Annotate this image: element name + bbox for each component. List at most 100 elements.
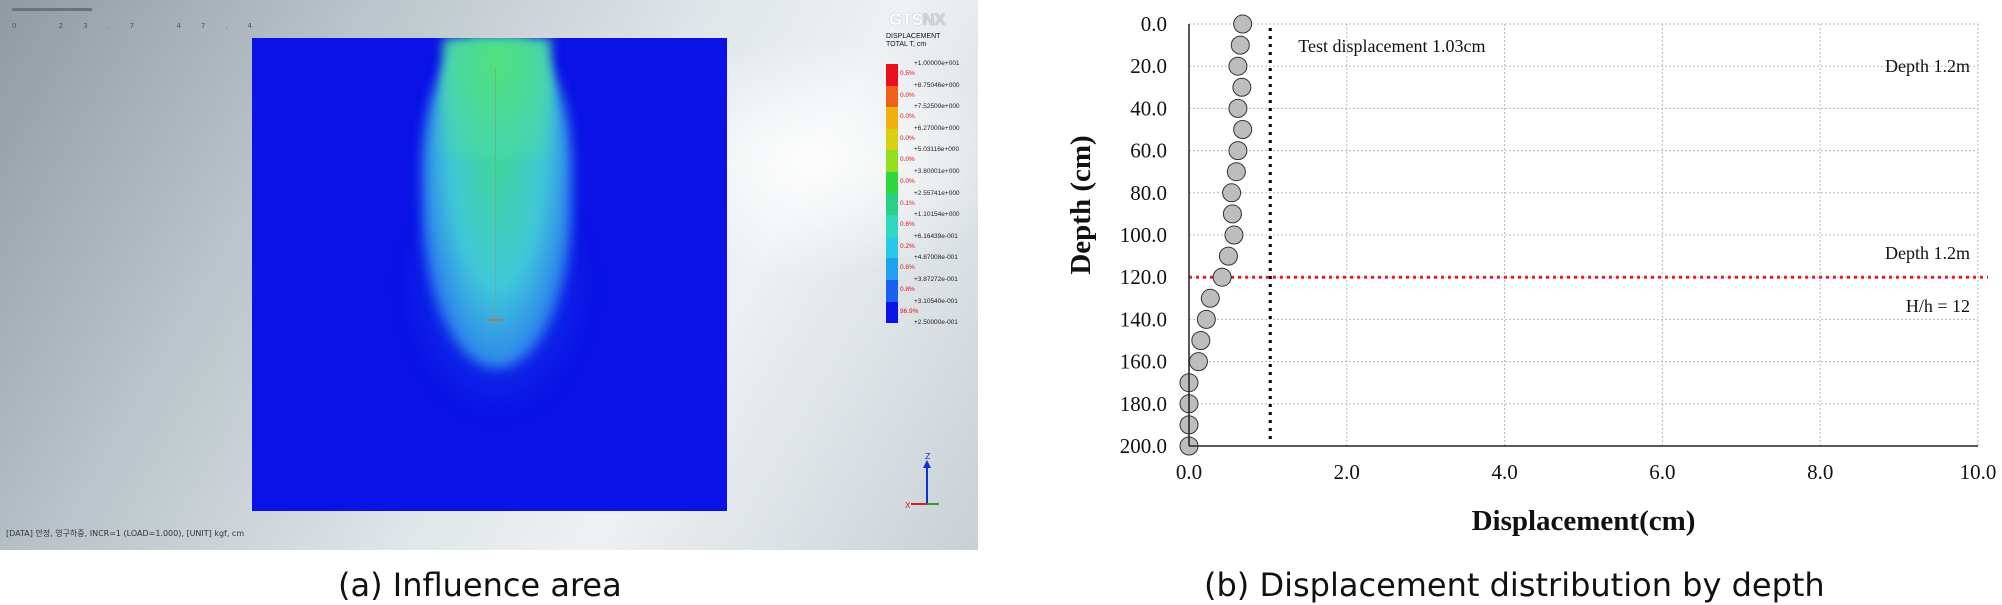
y-axis-title: Depth (cm) <box>1065 135 1097 274</box>
x-tick-label: 4.0 <box>1491 460 1517 484</box>
legend-value: +4.87008e-001 <box>914 254 958 262</box>
legend-percent: 0.5% <box>900 70 915 77</box>
data-point <box>1230 35 1250 55</box>
legend-value: +6.16439e-001 <box>914 232 958 240</box>
legend-value: +7.52500e+000 <box>914 103 960 111</box>
x-tick-label: 8.0 <box>1807 460 1833 484</box>
chart-annotation: Depth 1.2m <box>1885 56 1970 76</box>
data-point <box>1233 14 1253 34</box>
chart-annotation: H/h = 12 <box>1906 296 1970 316</box>
legend-title-line1: DISPLACEMENT <box>886 33 941 40</box>
influence-area-panel: 0 23.7 47.4 GTSNX DISPLACEMENT TOTAL T, … <box>0 0 978 550</box>
legend-swatch <box>886 258 898 280</box>
contour-legend: DISPLACEMENT TOTAL T, cm +1.00000e+001 +8… <box>886 33 978 326</box>
data-point <box>1226 162 1246 182</box>
reference-lines <box>1189 28 1988 442</box>
chart-labels: 0.0 20.0 40.0 60.0 80.0 100.0 120.0 140.0 160.0 1… <box>1065 12 1996 537</box>
legend-value: +1.00000e+001 <box>914 60 960 67</box>
legend-title-line2: TOTAL T, cm <box>886 41 927 48</box>
data-point <box>1228 141 1248 161</box>
scale-bar <box>12 8 92 19</box>
data-point <box>1228 56 1248 76</box>
displacement-contour-field <box>252 38 727 511</box>
axis-x-label: X <box>905 501 911 510</box>
y-tick-label: 80.0 <box>1130 181 1167 205</box>
legend-swatch <box>886 150 898 172</box>
y-tick-label: 140.0 <box>1120 307 1167 331</box>
legend-value: +5.03116e+000 <box>914 146 960 154</box>
gts-nx-logo: GTSNX <box>889 10 946 30</box>
legend-value: +3.80001e+000 <box>914 168 960 175</box>
axis-z-label: Z <box>925 452 931 461</box>
axes <box>1188 24 1978 447</box>
legend-percent: 0.6% <box>900 221 915 229</box>
logo-nx-text: NX <box>922 10 946 29</box>
caption-influence-area: (a) Influence area <box>338 566 622 604</box>
data-point <box>1188 352 1208 372</box>
legend-swatch <box>886 280 898 302</box>
x-tick-label: 6.0 <box>1649 460 1675 484</box>
y-tick-label: 200.0 <box>1120 434 1167 458</box>
data-point <box>1222 204 1242 224</box>
x-tick-label: 2.0 <box>1334 460 1360 484</box>
y-tick-label: 180.0 <box>1120 392 1167 416</box>
legend-value: +3.87272e-001 <box>914 276 958 283</box>
data-point <box>1200 288 1220 308</box>
legend-title: DISPLACEMENT TOTAL T, cm <box>886 33 978 49</box>
data-point <box>1224 225 1244 245</box>
legend-swatch <box>886 107 898 129</box>
legend-percent: 0.2% <box>900 242 915 250</box>
y-tick-label: 100.0 <box>1120 223 1167 247</box>
data-footer: [DATA] 안정, 영구하중, INCR=1 (LOAD=1.000), [U… <box>6 529 245 538</box>
legend-swatch <box>886 128 898 151</box>
displacement-depth-chart: 0.0 20.0 40.0 60.0 80.0 100.0 120.0 140.0 160.0 1… <box>1065 12 1996 537</box>
data-point <box>1228 98 1248 118</box>
data-points <box>1179 14 1253 456</box>
legend-percent: 96.9% <box>900 307 919 315</box>
legend-percent: 0.0% <box>900 113 915 121</box>
legend-value: +1.10154e+000 <box>914 211 960 219</box>
y-tick-label: 20.0 <box>1130 54 1167 78</box>
legend-swatch <box>886 64 898 86</box>
contour-plume-core <box>442 38 552 158</box>
chart-annotation: Depth 1.2m <box>1885 243 1970 263</box>
legend-percent: 0.8% <box>900 286 915 293</box>
y-tick-label: 120.0 <box>1120 265 1167 289</box>
legend-value: +3.10540e-001 <box>914 297 958 305</box>
y-tick-label: 0.0 <box>1141 12 1167 36</box>
x-tick-label: 0.0 <box>1176 460 1202 484</box>
data-point <box>1191 331 1211 350</box>
legend-percent: 0.1% <box>900 199 915 207</box>
axis-triad-icon: Z X <box>905 452 939 510</box>
grid <box>1189 23 1979 446</box>
legend-swatch <box>886 172 898 194</box>
data-point <box>1218 246 1238 266</box>
legend-swatch <box>886 236 898 259</box>
pile-tip-marker <box>488 319 502 321</box>
legend-percent: 0.0% <box>900 178 915 185</box>
y-tick-label: 40.0 <box>1130 96 1167 120</box>
legend-value: +6.27000e+000 <box>914 124 960 132</box>
legend-percent: 0.0% <box>900 156 915 164</box>
legend-swatch <box>886 193 898 216</box>
legend-swatch <box>886 215 898 237</box>
legend-percent: 0.0% <box>900 91 915 99</box>
data-point <box>1232 77 1252 97</box>
data-point <box>1212 267 1232 287</box>
data-point <box>1222 183 1242 203</box>
legend-body: +1.00000e+001 +8.75046e+000 +7.52500e+000 +… <box>886 50 978 326</box>
y-tick-label: 160.0 <box>1120 350 1167 374</box>
legend-percent: 0.0% <box>900 134 915 142</box>
data-point <box>1233 120 1253 139</box>
legend-value: +8.75046e+000 <box>914 81 960 89</box>
legend-value: +2.55741e+000 <box>914 189 960 197</box>
legend-percent: 0.6% <box>900 264 915 272</box>
logo-gts-text: GTS <box>889 10 923 29</box>
test-displacement-label: Test displacement 1.03cm <box>1298 36 1485 56</box>
scale-bar-ticks: 0 23.7 47.4 <box>12 22 273 30</box>
x-tick-label: 10.0 <box>1960 460 1997 484</box>
y-tick-label: 60.0 <box>1130 139 1167 163</box>
legend-value: +2.50000e-001 <box>914 319 958 327</box>
caption-displacement-distribution: (b) Displacement distribution by depth <box>1204 566 1825 604</box>
x-axis-title: Displacement(cm) <box>1472 505 1696 537</box>
